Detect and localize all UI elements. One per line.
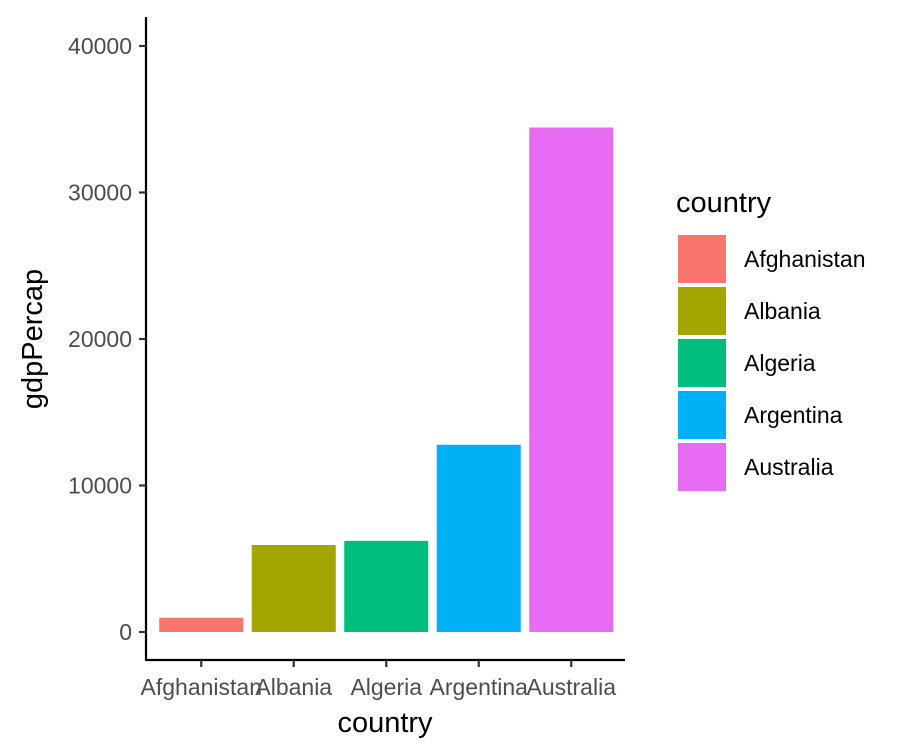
x-tick-label: Albania	[255, 674, 332, 700]
legend-entries: Afghanistan Albania Algeria Argentina Austra…	[678, 235, 865, 491]
x-tick-label: Argentina	[430, 674, 529, 700]
bar-afghanistan	[159, 617, 244, 632]
legend-label: Australia	[744, 454, 834, 480]
legend-key	[678, 391, 726, 439]
legend-entry: Australia	[678, 443, 834, 491]
bar-algeria	[344, 540, 429, 632]
y-axis-title: gdpPercap	[17, 269, 49, 409]
legend-entry: Algeria	[678, 339, 816, 387]
y-tick-label: 10000	[68, 473, 132, 499]
legend-key	[678, 235, 726, 283]
legend-label: Albania	[744, 298, 821, 324]
legend-title: country	[676, 187, 772, 219]
legend-entry: Argentina	[678, 391, 843, 439]
y-tick-label: 30000	[68, 180, 132, 206]
legend-key	[678, 443, 726, 491]
legend-entry: Albania	[678, 287, 821, 335]
x-tick-label: Afghanistan	[141, 674, 262, 700]
bars-layer	[159, 127, 614, 633]
legend-key	[678, 339, 726, 387]
bar-argentina	[436, 444, 521, 632]
x-tick-label: Australia	[527, 674, 617, 700]
y-tick-label: 40000	[68, 33, 132, 59]
legend-label: Argentina	[744, 402, 843, 428]
legend-key	[678, 287, 726, 335]
legend-label: Algeria	[744, 350, 816, 376]
bar-australia	[529, 127, 614, 633]
x-tick-label: Algeria	[350, 674, 422, 700]
bar-albania	[251, 545, 336, 632]
legend-label: Afghanistan	[744, 246, 865, 272]
x-axis-title: country	[337, 707, 433, 739]
y-tick-label: 20000	[68, 326, 132, 352]
y-tick-label: 0	[119, 619, 132, 645]
legend-entry: Afghanistan	[678, 235, 865, 283]
legend: country Afghanistan Albania Algeria Argenti…	[676, 187, 865, 491]
